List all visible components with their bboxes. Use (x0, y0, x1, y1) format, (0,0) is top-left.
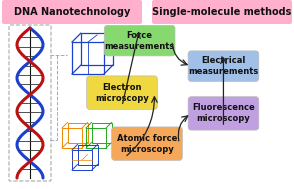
Text: Force
measurements: Force measurements (105, 31, 175, 51)
FancyBboxPatch shape (87, 76, 157, 109)
FancyBboxPatch shape (152, 0, 292, 24)
Text: Atomic force
microscopy: Atomic force microscopy (117, 134, 177, 154)
Text: Electron
microscopy: Electron microscopy (95, 83, 149, 103)
FancyBboxPatch shape (188, 51, 259, 81)
FancyBboxPatch shape (112, 127, 182, 160)
FancyBboxPatch shape (104, 25, 175, 56)
FancyBboxPatch shape (188, 97, 259, 130)
FancyBboxPatch shape (2, 0, 142, 24)
Text: Single-molecule methods: Single-molecule methods (152, 7, 292, 17)
Text: Fluorescence
microscopy: Fluorescence microscopy (192, 103, 255, 123)
Text: DNA Nanotechnology: DNA Nanotechnology (14, 7, 130, 17)
Text: Electrical
measurements: Electrical measurements (188, 56, 258, 76)
